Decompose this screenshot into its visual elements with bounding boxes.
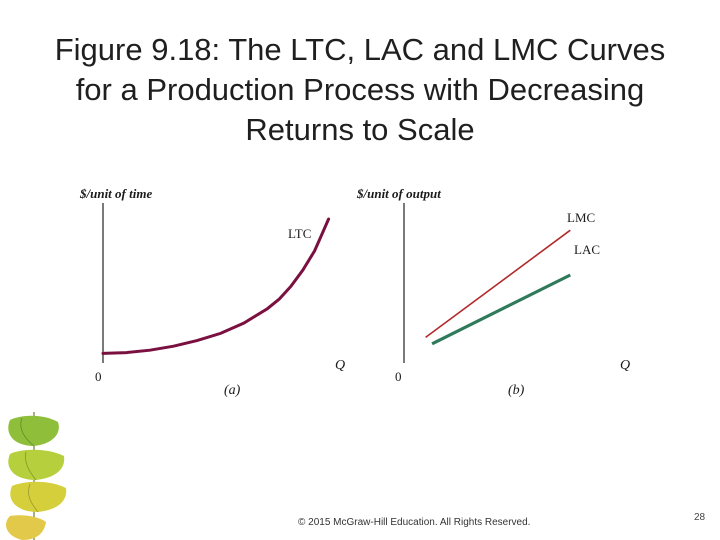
- panel-b-ylabel: $/unit of output: [356, 186, 441, 201]
- panel-b: $/unit of output 0 Q (b) LMC LAC: [356, 186, 630, 398]
- ltc-curve: [101, 217, 331, 355]
- panel-b-origin-label: 0: [395, 369, 402, 384]
- panel-a-origin-label: 0: [95, 369, 102, 384]
- title-line-1: Figure 9.18: The LTC, LAC and LMC Curves: [54, 32, 666, 67]
- panel-b-xlabel: Q: [620, 358, 630, 373]
- title-line-3: Returns to Scale: [245, 112, 475, 147]
- slide-title: Figure 9.18: The LTC, LAC and LMC Curves…: [20, 30, 700, 150]
- lmc-label: LMC: [567, 210, 595, 225]
- page-number: 28: [694, 512, 706, 523]
- lac-label: LAC: [574, 242, 600, 257]
- title-line-2: for a Production Process with Decreasing: [75, 72, 645, 107]
- lac-line: [431, 273, 572, 346]
- panel-a-ylabel: $/unit of time: [79, 186, 152, 201]
- panel-a-xlabel: Q: [335, 358, 345, 373]
- ginkgo-leaves-decoration: [6, 412, 67, 540]
- copyright-footer: © 2015 McGraw-Hill Education. All Rights…: [298, 517, 531, 528]
- panel-b-label: (b): [508, 383, 525, 398]
- panel-a: $/unit of time 0 Q (a) LTC: [79, 186, 345, 398]
- lmc-line: [425, 229, 571, 339]
- ltc-label: LTC: [288, 226, 311, 241]
- panel-a-label: (a): [224, 383, 241, 398]
